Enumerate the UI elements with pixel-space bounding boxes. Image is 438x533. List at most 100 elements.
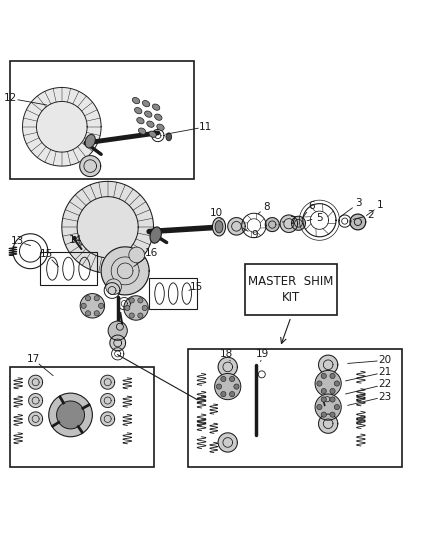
Text: 15: 15 — [40, 249, 53, 259]
Circle shape — [129, 313, 134, 318]
Circle shape — [317, 405, 322, 410]
Ellipse shape — [152, 104, 160, 110]
Ellipse shape — [142, 101, 150, 107]
Polygon shape — [280, 215, 297, 232]
Circle shape — [142, 305, 148, 311]
Text: 2: 2 — [367, 210, 374, 220]
Polygon shape — [80, 156, 101, 176]
Polygon shape — [218, 433, 237, 452]
Ellipse shape — [157, 124, 164, 131]
Ellipse shape — [132, 98, 140, 104]
Circle shape — [334, 405, 339, 410]
Circle shape — [315, 370, 341, 397]
Polygon shape — [22, 87, 101, 166]
Ellipse shape — [145, 111, 152, 117]
Circle shape — [138, 313, 143, 318]
Text: 22: 22 — [378, 379, 392, 390]
Ellipse shape — [138, 128, 146, 134]
Text: 20: 20 — [378, 356, 392, 365]
Bar — [245, 264, 337, 314]
Circle shape — [106, 279, 121, 295]
Text: 3: 3 — [355, 198, 362, 208]
Circle shape — [215, 374, 241, 400]
Circle shape — [57, 401, 85, 429]
Circle shape — [221, 392, 226, 397]
Text: 11: 11 — [199, 122, 212, 132]
Polygon shape — [291, 216, 305, 230]
Circle shape — [221, 376, 226, 382]
Ellipse shape — [85, 134, 95, 148]
Ellipse shape — [147, 121, 154, 127]
Text: 7: 7 — [289, 216, 296, 226]
Bar — [40, 252, 97, 285]
Circle shape — [94, 311, 99, 316]
Ellipse shape — [150, 227, 161, 243]
Circle shape — [330, 389, 335, 394]
Circle shape — [49, 393, 92, 437]
Circle shape — [330, 412, 335, 417]
Circle shape — [108, 321, 127, 340]
Text: 13: 13 — [11, 236, 24, 246]
Text: 5: 5 — [316, 213, 323, 223]
Circle shape — [85, 311, 91, 316]
Circle shape — [321, 397, 326, 402]
Text: 19: 19 — [256, 349, 269, 359]
Text: 23: 23 — [378, 392, 392, 401]
Circle shape — [321, 389, 326, 394]
Polygon shape — [350, 214, 366, 230]
Circle shape — [317, 381, 322, 386]
Polygon shape — [218, 357, 237, 376]
Circle shape — [334, 381, 339, 386]
Bar — [11, 367, 154, 467]
Text: MASTER  SHIM: MASTER SHIM — [248, 275, 334, 288]
Polygon shape — [228, 217, 245, 235]
Circle shape — [230, 376, 235, 382]
Circle shape — [315, 394, 341, 420]
Circle shape — [321, 373, 326, 378]
Polygon shape — [101, 412, 115, 426]
Polygon shape — [110, 335, 126, 351]
Text: 6: 6 — [308, 201, 315, 211]
Ellipse shape — [137, 117, 144, 124]
Text: KIT: KIT — [282, 291, 300, 304]
Text: 8: 8 — [263, 201, 269, 212]
Polygon shape — [101, 375, 115, 389]
Text: 15: 15 — [190, 282, 203, 293]
Text: 17: 17 — [26, 354, 39, 364]
Ellipse shape — [149, 131, 156, 138]
Circle shape — [94, 296, 99, 301]
Text: 9: 9 — [251, 230, 258, 240]
Circle shape — [129, 298, 134, 303]
Bar — [149, 278, 197, 309]
Text: 21: 21 — [378, 367, 392, 377]
Circle shape — [330, 397, 335, 402]
Circle shape — [321, 412, 326, 417]
Polygon shape — [318, 414, 338, 433]
Ellipse shape — [215, 221, 223, 233]
Circle shape — [81, 303, 86, 309]
Text: 10: 10 — [210, 208, 223, 218]
Ellipse shape — [134, 108, 142, 114]
Text: 16: 16 — [145, 248, 158, 259]
Text: 1: 1 — [377, 200, 384, 211]
Circle shape — [125, 305, 130, 311]
Circle shape — [138, 298, 143, 303]
Circle shape — [216, 384, 222, 389]
Circle shape — [99, 303, 104, 309]
Polygon shape — [101, 247, 149, 295]
Polygon shape — [318, 355, 338, 374]
Circle shape — [330, 373, 335, 378]
Circle shape — [72, 236, 77, 240]
Polygon shape — [62, 181, 153, 273]
Circle shape — [129, 247, 145, 263]
Polygon shape — [265, 217, 279, 231]
Bar — [188, 350, 403, 467]
Bar — [11, 61, 194, 179]
Ellipse shape — [155, 114, 162, 120]
Polygon shape — [28, 412, 42, 426]
Circle shape — [124, 296, 148, 320]
Text: 18: 18 — [220, 349, 233, 359]
Circle shape — [230, 392, 235, 397]
Circle shape — [234, 384, 239, 389]
Polygon shape — [28, 375, 42, 389]
